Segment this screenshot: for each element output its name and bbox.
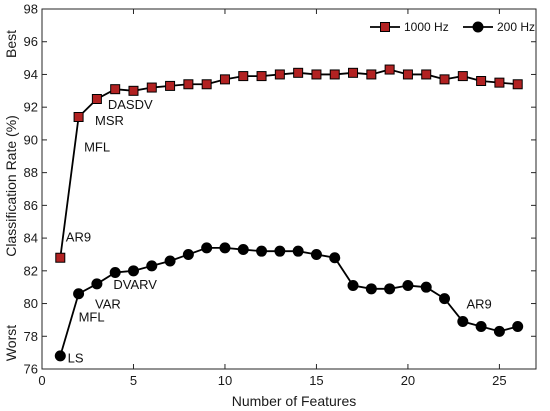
axis-ticks: 0 5 10 15 20 25 76 78 80 82 84 86 88 90 92 94 96 98 — [24, 2, 536, 388]
legend-marker-square — [380, 22, 390, 32]
data-point-circle — [493, 325, 505, 337]
data-point-square — [128, 85, 139, 96]
y-tick-label: 76 — [24, 362, 38, 377]
y-tick-label: 84 — [24, 231, 38, 246]
series-layer — [54, 64, 524, 362]
data-point-square — [439, 74, 450, 85]
best-side-label: Best — [3, 30, 19, 58]
series-line — [59, 247, 518, 357]
data-point-circle — [274, 245, 286, 257]
y-axis-title: Classification Rate (%) — [3, 115, 19, 257]
annotation-label: MFL — [79, 310, 105, 325]
data-point-circle — [420, 281, 432, 293]
data-point-circle — [475, 320, 487, 332]
data-point-square — [402, 69, 413, 80]
data-point-circle — [201, 242, 213, 254]
x-tick-label: 5 — [130, 373, 137, 388]
y-tick-label: 92 — [24, 100, 38, 115]
series-circle — [54, 242, 524, 362]
y-tick-label: 90 — [24, 132, 38, 147]
plot-box — [41, 8, 537, 370]
data-point-square — [457, 71, 468, 82]
data-point-square — [183, 79, 194, 90]
y-tick-label: 88 — [24, 165, 38, 180]
data-point-circle — [457, 316, 469, 328]
data-point-square — [55, 252, 66, 263]
data-point-square — [494, 77, 505, 88]
data-point-square — [311, 69, 322, 80]
annotation-label: LS — [68, 350, 84, 365]
data-point-circle — [91, 278, 103, 290]
data-point-square — [110, 84, 121, 95]
data-point-circle — [402, 280, 414, 292]
y-tick-label: 82 — [24, 263, 38, 278]
data-point-square — [73, 112, 84, 122]
legend-label: 200 Hz — [497, 20, 535, 34]
data-point-circle — [292, 245, 304, 257]
annotation-label: DVARV — [113, 277, 157, 292]
annotation-label: VAR — [95, 296, 121, 311]
data-point-square — [274, 69, 285, 80]
data-point-square — [366, 69, 377, 80]
data-point-square — [201, 79, 212, 90]
x-tick-label: 15 — [309, 373, 323, 388]
data-point-circle — [310, 248, 322, 260]
y-tick-label: 78 — [24, 329, 38, 344]
data-point-square — [329, 69, 340, 80]
annotation-label: MSR — [95, 113, 124, 128]
data-point-square — [476, 76, 487, 86]
legend: 1000 Hz 200 Hz — [370, 20, 535, 34]
annotation-label: DASDV — [108, 97, 153, 112]
y-tick-label: 86 — [24, 198, 38, 213]
data-point-circle — [146, 260, 158, 272]
data-point-circle — [164, 255, 176, 267]
x-tick-label: 25 — [492, 373, 506, 388]
data-point-circle — [347, 280, 359, 292]
data-point-square — [256, 71, 267, 82]
annotation-label: AR9 — [66, 229, 91, 244]
annotation-label: MFL — [84, 139, 110, 154]
data-point-circle — [365, 283, 377, 295]
data-point-circle — [237, 244, 249, 256]
data-point-circle — [512, 320, 524, 332]
data-point-square — [421, 69, 432, 80]
legend-label: 1000 Hz — [404, 20, 449, 34]
data-point-square — [293, 67, 304, 78]
annotation-label: AR9 — [466, 296, 491, 311]
data-point-circle — [54, 350, 66, 362]
data-point-circle — [439, 293, 451, 305]
data-point-circle — [73, 288, 85, 300]
x-tick-label: 10 — [218, 373, 232, 388]
y-tick-label: 98 — [24, 2, 38, 17]
y-tick-label: 80 — [24, 296, 38, 311]
legend-marker-circle — [472, 21, 484, 33]
data-point-circle — [182, 248, 194, 260]
data-point-square — [219, 74, 230, 85]
data-point-circle — [256, 245, 268, 257]
x-axis-title: Number of Features — [232, 393, 357, 409]
x-tick-label: 20 — [401, 373, 415, 388]
x-tick-label: 0 — [38, 373, 45, 388]
data-point-square — [146, 82, 157, 93]
data-point-square — [165, 80, 176, 91]
worst-side-label: Worst — [3, 325, 19, 361]
data-point-square — [91, 94, 102, 104]
data-point-circle — [329, 252, 341, 264]
data-point-circle — [109, 266, 121, 278]
data-point-square — [348, 67, 359, 78]
data-point-square — [384, 64, 395, 75]
y-tick-label: 94 — [24, 67, 38, 82]
plot-frame — [41, 8, 537, 370]
data-point-circle — [384, 283, 396, 295]
series-square — [55, 64, 523, 263]
data-point-circle — [127, 265, 139, 277]
y-tick-label: 96 — [24, 34, 38, 49]
data-point-square — [238, 71, 249, 82]
data-point-circle — [219, 242, 231, 254]
data-point-square — [512, 79, 523, 90]
